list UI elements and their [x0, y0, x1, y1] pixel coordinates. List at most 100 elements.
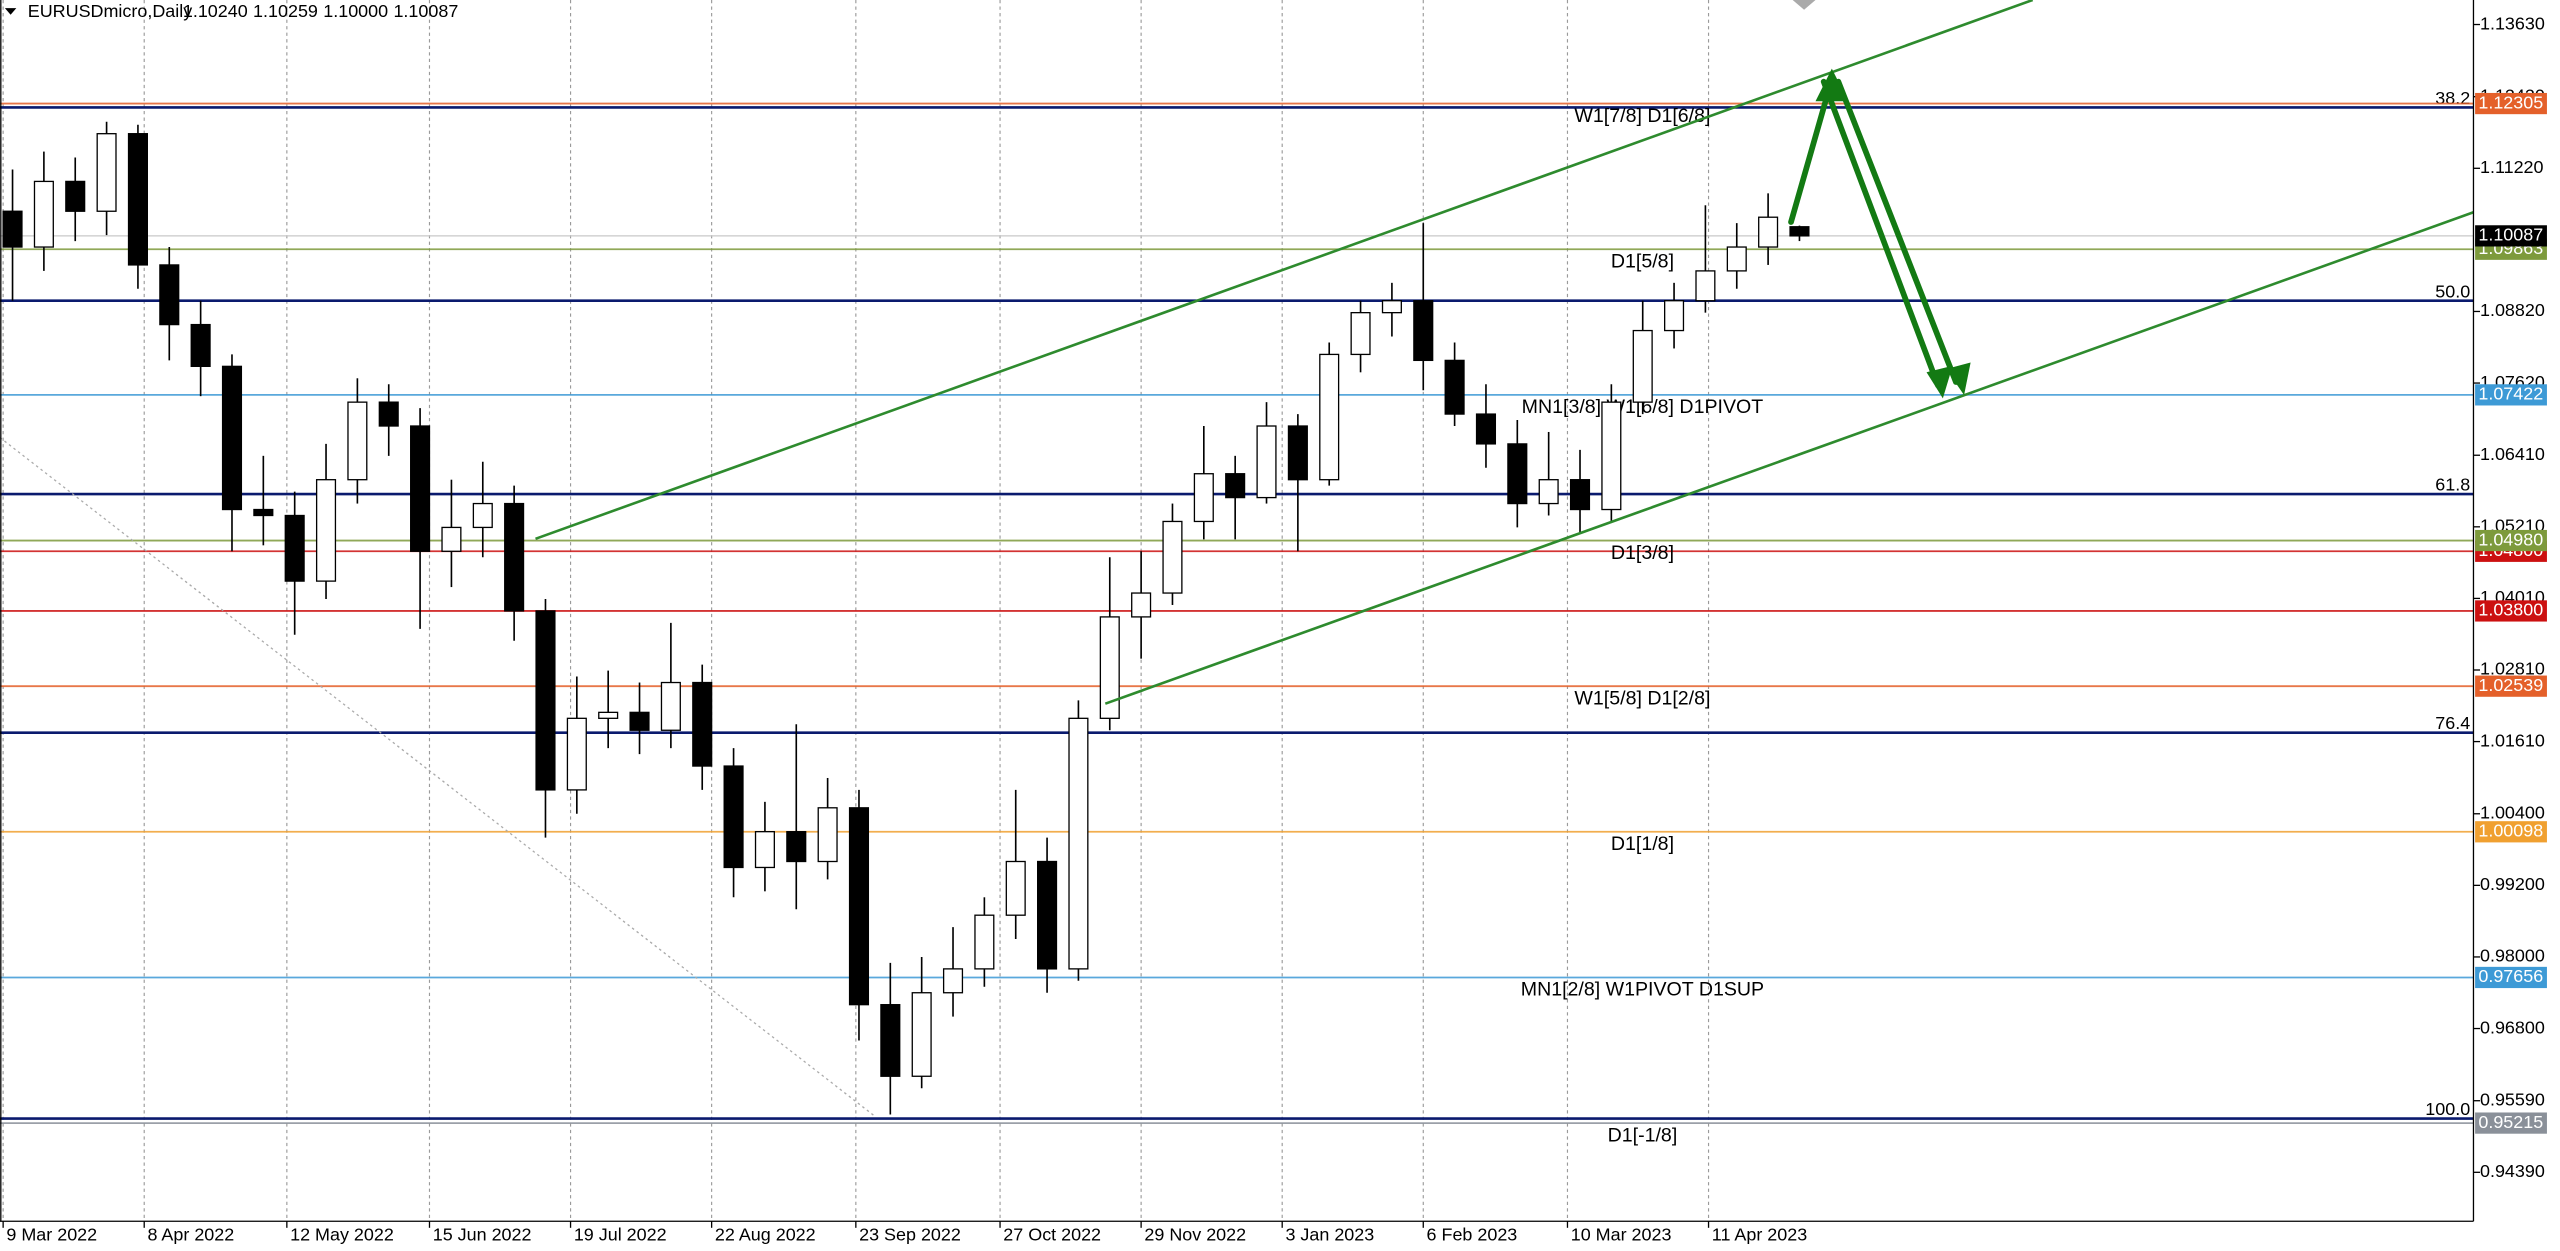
fib-label: 76.4 — [2435, 713, 2470, 733]
y-tick-label: 1.06410 — [2480, 444, 2545, 464]
candle-body — [1413, 300, 1434, 362]
candle-body — [65, 180, 86, 212]
fib-label: 38.2 — [2435, 88, 2470, 108]
header-title: EURUSDmicro,Daily — [28, 1, 192, 21]
x-tick-label: 11 Apr 2023 — [1712, 1225, 1807, 1245]
candle-body — [1601, 401, 1622, 511]
candle-body — [692, 681, 713, 767]
candle-body — [1538, 479, 1559, 505]
candle-body — [629, 711, 650, 731]
y-tick-label: 0.98000 — [2480, 946, 2545, 966]
candle-body — [190, 323, 211, 368]
candle-body — [347, 401, 368, 481]
level-label: MN1[2/8] W1PIVOT D1SUP — [1521, 979, 1764, 1001]
candle-body — [1350, 312, 1371, 356]
candle-body — [786, 831, 807, 863]
candle-body — [911, 992, 932, 1077]
candle-body — [378, 401, 399, 427]
price-box — [2475, 966, 2547, 989]
candle-body — [942, 968, 964, 994]
axes: 9 Mar 2022 8 Apr 2022 12 May 2022 15 Jun 20… — [2, 13, 2545, 1245]
level-label: D1[1/8] — [1611, 833, 1674, 855]
candle-body — [1664, 300, 1685, 332]
y-tick-label: 0.94390 — [2480, 1161, 2545, 1181]
price-box — [2475, 529, 2547, 552]
candle-body — [504, 502, 525, 612]
x-tick-label: 22 Aug 2022 — [715, 1225, 816, 1245]
level-label: D1[3/8] — [1611, 542, 1674, 564]
candle-body — [566, 717, 587, 791]
price-box-label: 0.95215 — [2478, 1112, 2543, 1132]
candle-body — [1193, 473, 1214, 523]
candle-body — [817, 807, 838, 863]
arrow-heads — [1815, 68, 1971, 399]
y-tick-label: 1.02810 — [2480, 659, 2545, 679]
candle-body — [880, 1004, 901, 1077]
header-high: 1.10259 — [253, 1, 318, 21]
candle-body — [660, 681, 681, 731]
candle-body — [1005, 860, 1026, 916]
x-tick-label: 8 Apr 2022 — [147, 1225, 234, 1245]
candle-body — [1256, 425, 1277, 499]
fib-label: 50.0 — [2435, 281, 2470, 301]
header-icon — [4, 8, 17, 15]
level-label: D1[5/8] — [1611, 250, 1674, 272]
price-box — [2475, 821, 2547, 843]
y-tick-label: 0.96800 — [2480, 1017, 2545, 1037]
header-close: 1.10087 — [393, 1, 458, 21]
price-box — [2475, 600, 2547, 622]
price-box-label: 1.02539 — [2478, 675, 2543, 695]
candle-body — [127, 133, 148, 266]
price-box-label: 1.00098 — [2478, 821, 2543, 841]
candle-body — [848, 807, 870, 1006]
price-box-label: 1.04980 — [2478, 529, 2543, 549]
candle-body — [1726, 246, 1747, 272]
diagonal-line — [0, 437, 874, 1116]
price-box-label: 1.07422 — [2478, 384, 2543, 404]
forecast-arrows — [1788, 78, 1959, 389]
candle-body — [1131, 592, 1152, 618]
x-tick-label: 23 Sep 2022 — [859, 1225, 961, 1245]
candle-body — [1381, 300, 1402, 314]
candle-body — [1632, 329, 1653, 403]
y-tick-label: 1.00400 — [2480, 803, 2545, 823]
levels: 38.2 50.0 61.8 76.4 100.0 W1[7/8] D1[6/8] D1[5… — [0, 88, 2474, 1146]
price-box-label: 1.10087 — [2478, 225, 2543, 245]
candle-body — [159, 264, 180, 326]
price-box-label: 0.97656 — [2478, 966, 2543, 986]
candle-body — [410, 425, 431, 552]
x-tick-label: 29 Nov 2022 — [1144, 1225, 1246, 1245]
fib-label: 100.0 — [2425, 1099, 2470, 1119]
x-tick-label: 15 Jun 2022 — [433, 1225, 532, 1245]
y-tick-label: 0.99200 — [2480, 874, 2545, 894]
x-tick-label: 10 Mar 2023 — [1571, 1225, 1672, 1245]
x-tick-label: 3 Jan 2023 — [1285, 1225, 1374, 1245]
candle-body — [1475, 413, 1497, 445]
candle-body — [1037, 860, 1058, 970]
candles — [2, 121, 1810, 1115]
candle-body — [754, 831, 775, 869]
channel-upper — [535, 0, 2034, 541]
candle-body — [221, 365, 243, 511]
candle-body — [535, 610, 556, 791]
candle-body — [1444, 359, 1465, 415]
channel-lower — [1104, 211, 2474, 705]
candle-body — [96, 133, 117, 212]
header-low: 1.10000 — [323, 1, 388, 21]
candle-body — [723, 765, 744, 869]
marker — [1792, 0, 1816, 10]
x-tick-label: 19 Jul 2022 — [574, 1225, 667, 1245]
candle-body — [1507, 443, 1528, 505]
level-label: D1[-1/8] — [1608, 1124, 1678, 1146]
candle-body — [1099, 616, 1120, 719]
candle-body — [1695, 270, 1716, 302]
price-boxes: 1.123051.098631.074221.048001.049801.038… — [2475, 92, 2547, 1134]
price-box — [2475, 225, 2547, 247]
candle-body — [2, 210, 23, 248]
candle-body — [1789, 226, 1810, 237]
candle-body — [1287, 425, 1308, 481]
candle-body — [441, 526, 462, 552]
level-label: W1[7/8] D1[6/8] — [1574, 105, 1710, 127]
